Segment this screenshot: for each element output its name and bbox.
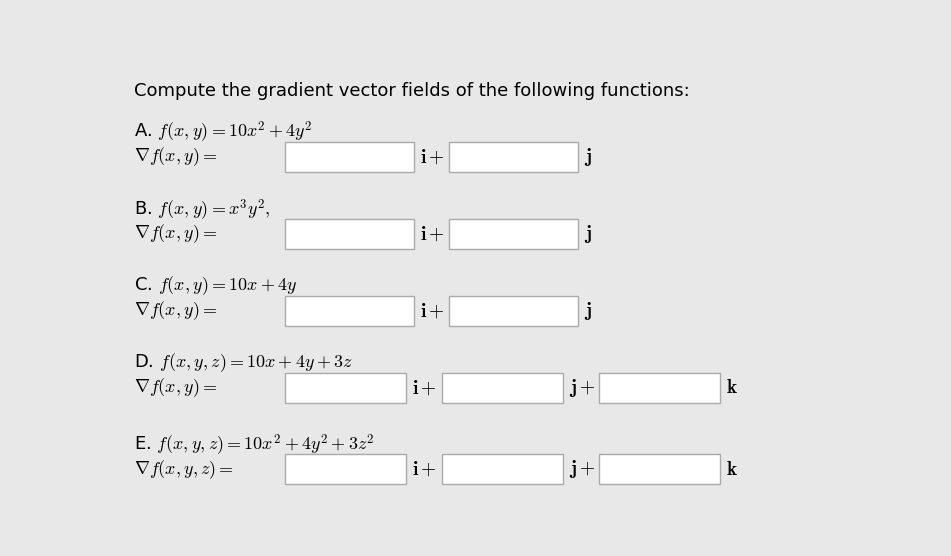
Text: $\mathbf{i}+$: $\mathbf{i}+$: [412, 460, 437, 479]
Text: $\mathbf{j}+$: $\mathbf{j}+$: [570, 377, 595, 399]
Text: $\nabla f(x, y) =$: $\nabla f(x, y) =$: [133, 222, 217, 245]
FancyBboxPatch shape: [449, 219, 578, 249]
Text: $\mathbf{i}+$: $\mathbf{i}+$: [412, 378, 437, 398]
Text: $\mathbf{j}$: $\mathbf{j}$: [584, 146, 592, 167]
Text: Compute the gradient vector fields of the following functions:: Compute the gradient vector fields of th…: [133, 82, 689, 100]
Text: $\mathbf{k}$: $\mathbf{k}$: [727, 460, 738, 479]
Text: $\mathbf{i}+$: $\mathbf{i}+$: [419, 224, 444, 243]
FancyBboxPatch shape: [449, 296, 578, 326]
Text: $\mathbf{j}$: $\mathbf{j}$: [584, 223, 592, 245]
Text: $\mathbf{k}$: $\mathbf{k}$: [727, 378, 738, 398]
Text: A. $f(x, y) = 10x^2 + 4y^2$: A. $f(x, y) = 10x^2 + 4y^2$: [133, 120, 312, 146]
Text: E. $f(x, y, z) = 10x^2 + 4y^2 + 3z^2$: E. $f(x, y, z) = 10x^2 + 4y^2 + 3z^2$: [133, 433, 374, 458]
Text: $\nabla f(x, y, z) =$: $\nabla f(x, y, z) =$: [133, 458, 234, 480]
Text: $\mathbf{j}$: $\mathbf{j}$: [584, 300, 592, 322]
FancyBboxPatch shape: [284, 454, 406, 484]
FancyBboxPatch shape: [284, 219, 414, 249]
Text: $\nabla f(x, y) =$: $\nabla f(x, y) =$: [133, 376, 217, 399]
FancyBboxPatch shape: [284, 296, 414, 326]
Text: $\mathbf{j}+$: $\mathbf{j}+$: [570, 458, 595, 480]
FancyBboxPatch shape: [449, 142, 578, 172]
Text: $\mathbf{i}+$: $\mathbf{i}+$: [419, 301, 444, 320]
FancyBboxPatch shape: [284, 373, 406, 403]
Text: D. $f(x, y, z) = 10x + 4y + 3z$: D. $f(x, y, z) = 10x + 4y + 3z$: [133, 351, 353, 374]
FancyBboxPatch shape: [599, 373, 720, 403]
FancyBboxPatch shape: [441, 454, 563, 484]
FancyBboxPatch shape: [599, 454, 720, 484]
Text: $\mathbf{i}+$: $\mathbf{i}+$: [419, 147, 444, 166]
Text: C. $f(x, y) = 10x + 4y$: C. $f(x, y) = 10x + 4y$: [133, 274, 297, 297]
FancyBboxPatch shape: [284, 142, 414, 172]
Text: $\nabla f(x, y) =$: $\nabla f(x, y) =$: [133, 145, 217, 168]
Text: B. $f(x, y) = x^3y^2,$: B. $f(x, y) = x^3y^2,$: [133, 197, 270, 222]
FancyBboxPatch shape: [441, 373, 563, 403]
Text: $\nabla f(x, y) =$: $\nabla f(x, y) =$: [133, 299, 217, 322]
